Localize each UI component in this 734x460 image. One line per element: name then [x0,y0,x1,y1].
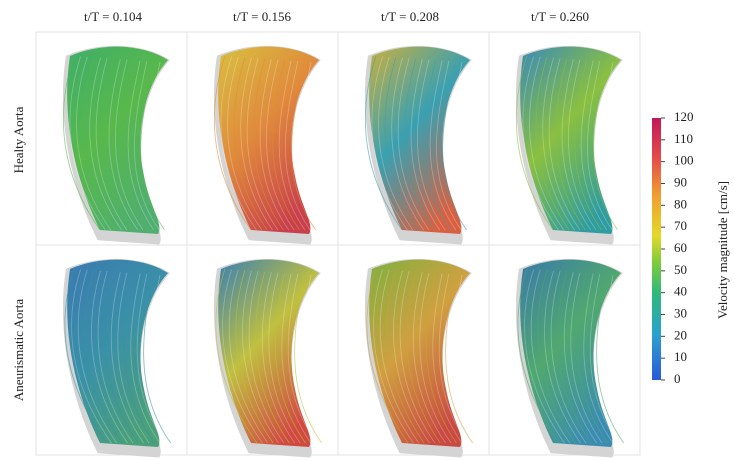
panels [63,46,629,458]
streamline [603,275,629,443]
aorta-panel [516,259,629,458]
column-header: t/T = 0.104 [84,9,143,24]
column-header: t/T = 0.156 [233,9,292,24]
colorbar-tick-label: 50 [674,262,687,277]
colorbar-tick-label: 10 [674,349,687,364]
colorbar-tick-label: 70 [674,218,687,233]
colorbar-tick-label: 20 [674,327,687,342]
colorbar-tick-label: 120 [674,109,694,124]
column-header: t/T = 0.260 [531,9,589,24]
aorta-panel [63,46,170,245]
column-header: t/T = 0.208 [381,9,439,24]
colorbar-tick-label: 90 [674,174,687,189]
colorbar-tick-label: 100 [674,153,694,168]
row-label: Aneurismatic Aorta [11,299,26,401]
colorbar-tick-label: 110 [674,131,693,146]
figure: t/T = 0.104 t/T = 0.156 t/T = 0.208 t/T … [0,0,734,460]
row-label: Healty Aorta [11,106,26,173]
aorta-panel [365,46,472,245]
colorbar [652,118,661,380]
colorbar-tick-label: 40 [674,284,687,299]
aorta-panel [214,259,327,458]
aorta-panel [214,46,321,245]
aorta-panel [365,259,478,458]
colorbar-tick-label: 60 [674,240,687,255]
colorbar-tick-label: 80 [674,196,687,211]
colorbar-label: Velocity magnitude [cm/s] [715,181,730,319]
streamline [452,275,478,443]
streamline [150,275,176,443]
aorta-panel [516,46,623,245]
aorta-panel [63,259,176,458]
colorbar-tick-label: 0 [674,371,681,386]
colorbar-tick-label: 30 [674,305,687,320]
streamline [301,275,327,443]
